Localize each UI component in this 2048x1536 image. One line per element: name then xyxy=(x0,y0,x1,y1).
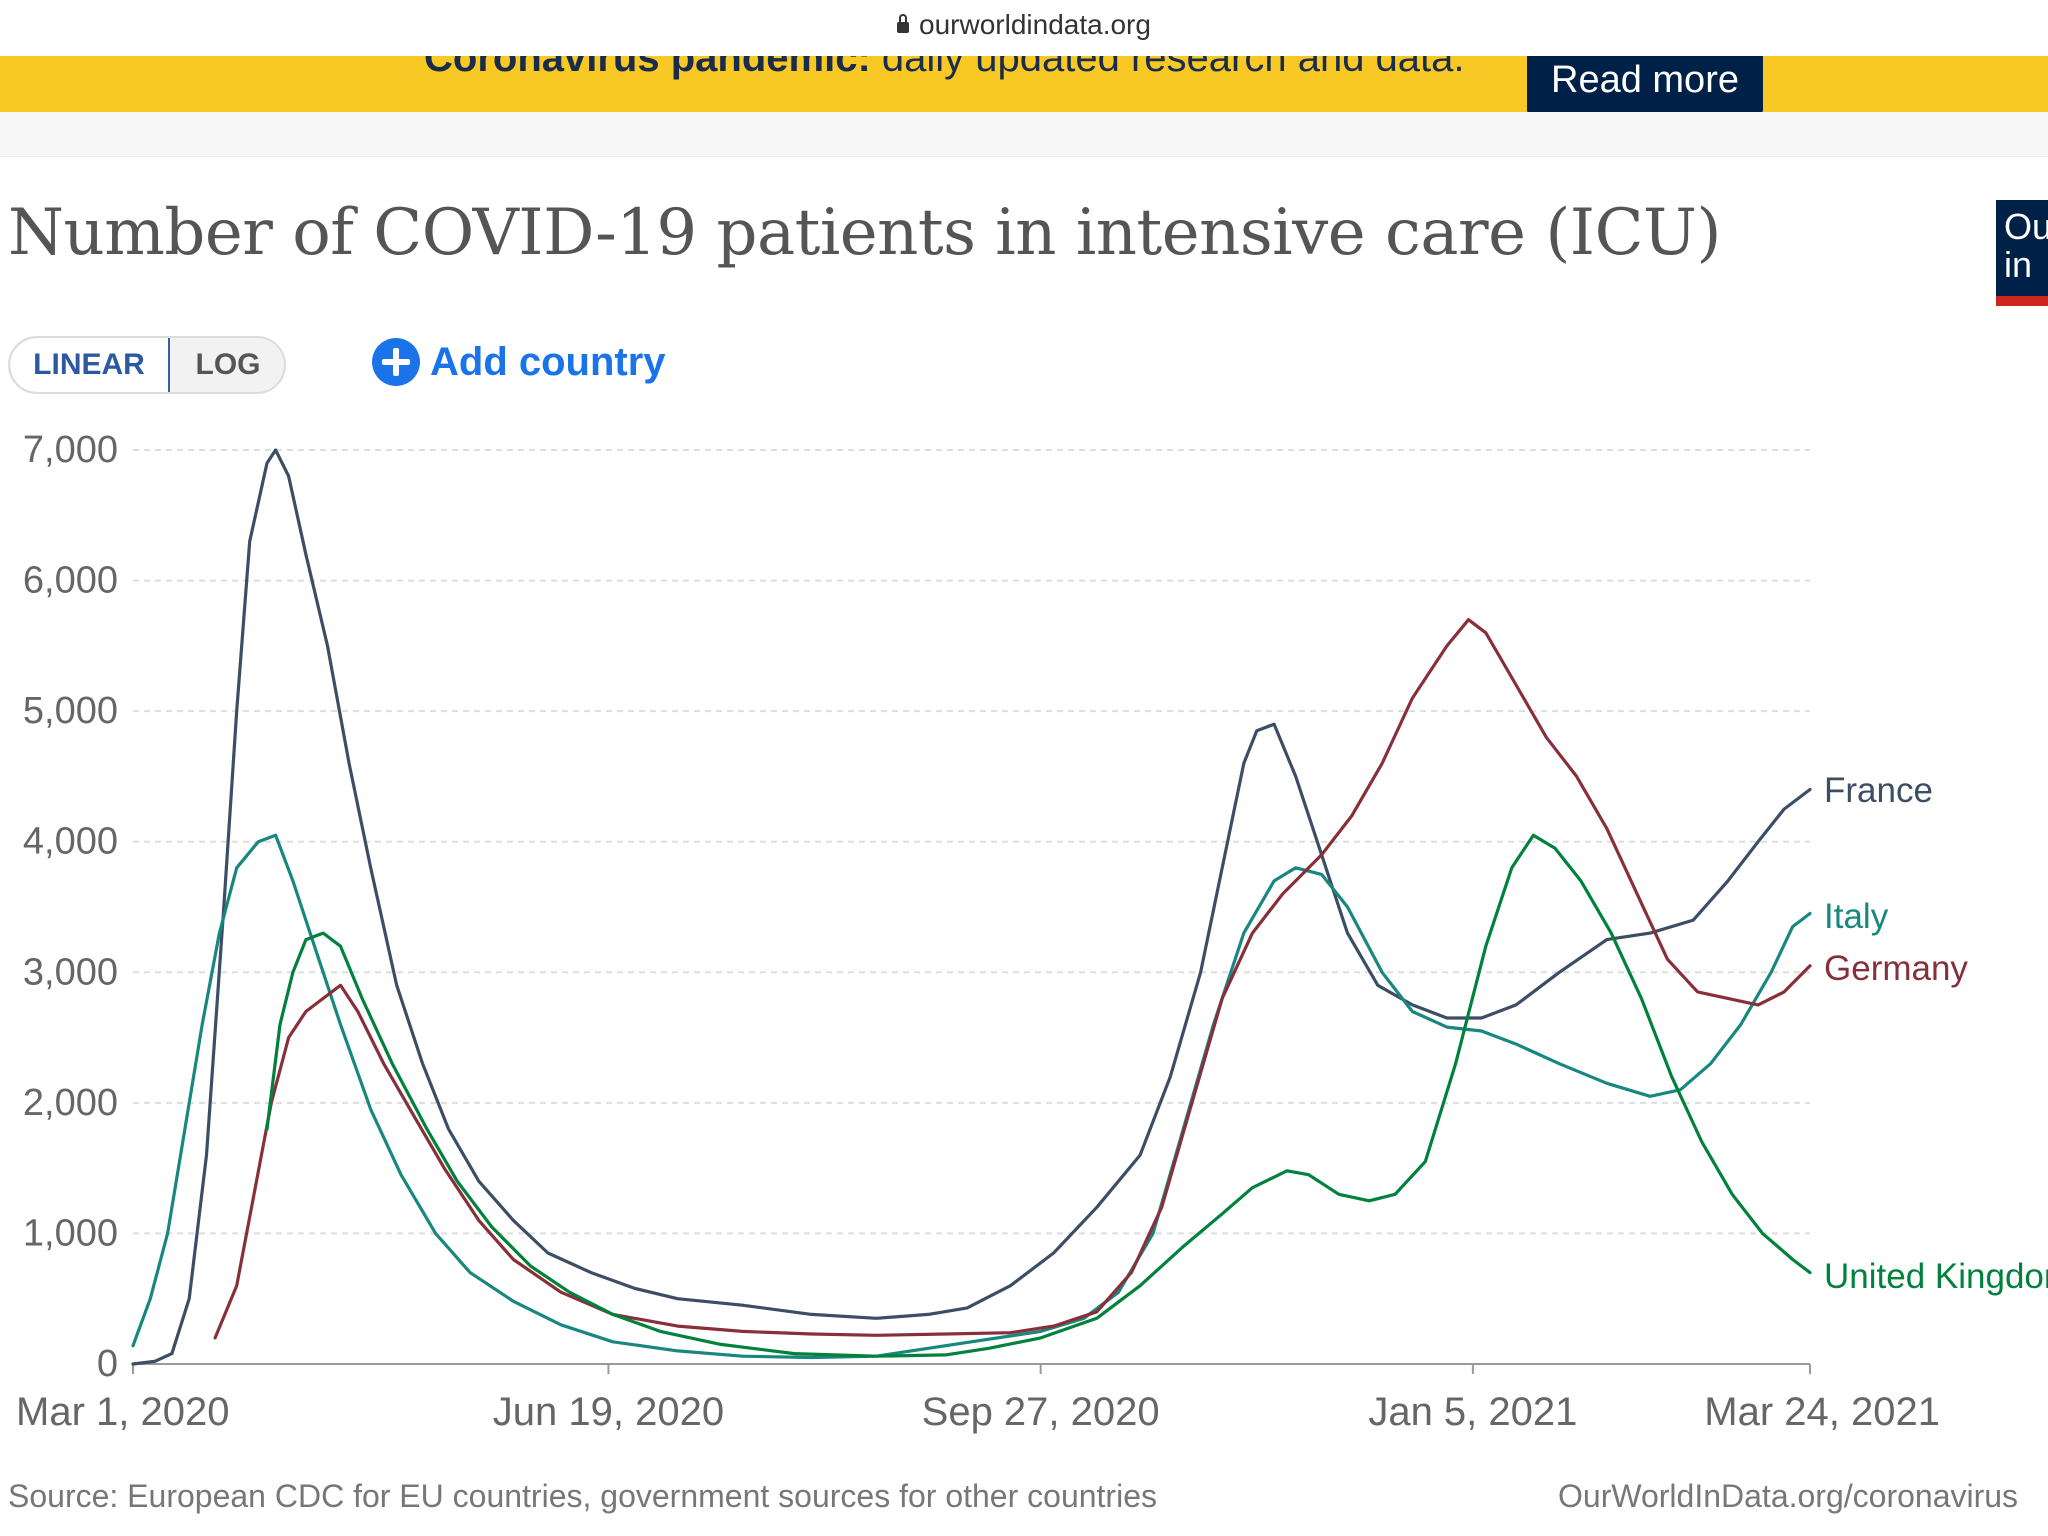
read-more-button[interactable]: Read more xyxy=(1527,56,1763,112)
y-tick-label: 7,000 xyxy=(23,429,118,471)
series-line-italy xyxy=(131,833,1812,1360)
linear-scale-button[interactable]: LINEAR xyxy=(10,338,170,392)
url-text: ourworldindata.org xyxy=(919,9,1151,40)
logo-stripe xyxy=(1996,296,2048,306)
x-axis: Mar 1, 2020 Jun 19, 2020 Sep 27, 2020 Jan 5… xyxy=(16,1363,1940,1434)
chart-title: Number of COVID-19 patients in intensive… xyxy=(8,196,1721,270)
series-line-united-kingdom xyxy=(265,833,1812,1358)
banner-text-bold: Coronavirus pandemic: xyxy=(424,56,871,80)
lock-icon xyxy=(897,14,910,33)
series-label: Germany xyxy=(1824,949,1968,988)
series-labels: France Italy Germany United Kingdom xyxy=(1824,771,2048,1296)
series-label: France xyxy=(1824,771,1933,810)
source-note: Source: European CDC for EU countries, g… xyxy=(8,1478,1157,1514)
series-line-germany xyxy=(213,618,1812,1340)
announcement-banner: Coronavirus pandemic: daily updated rese… xyxy=(0,56,2048,112)
icu-line-chart[interactable]: 0 1,000 2,000 3,000 4,000 5,000 6,000 7,000 Mar… xyxy=(0,420,2048,1440)
y-tick-label: 5,000 xyxy=(23,690,118,732)
y-tick-label: 3,000 xyxy=(23,951,118,993)
browser-address-bar[interactable]: ourworldindata.org xyxy=(0,0,2048,57)
banner-text-rest: daily updated research and data. xyxy=(870,56,1465,80)
logo-text: Ou in xyxy=(2004,208,2048,284)
series-label: United Kingdom xyxy=(1824,1257,2048,1296)
gridlines xyxy=(133,449,1810,1365)
log-scale-button[interactable]: LOG xyxy=(195,348,261,381)
y-tick-label: 1,000 xyxy=(23,1212,118,1254)
x-tick-label: Mar 1, 2020 xyxy=(16,1390,229,1434)
nav-strip xyxy=(0,112,2048,157)
source-link[interactable]: OurWorldInData.org/coronavirus xyxy=(1558,1478,2019,1514)
series-line-france xyxy=(131,448,1812,1366)
x-tick-label: Jun 19, 2020 xyxy=(493,1390,724,1434)
add-country-label: Add country xyxy=(430,339,666,384)
series-label: Italy xyxy=(1824,897,1889,936)
y-tick-label: 2,000 xyxy=(23,1082,118,1124)
logo-text-line2: in xyxy=(2004,244,2033,285)
x-tick-label: Sep 27, 2020 xyxy=(922,1390,1160,1434)
y-axis-tick-labels: 0 1,000 2,000 3,000 4,000 5,000 6,000 7,000 xyxy=(23,429,118,1385)
y-tick-label: 4,000 xyxy=(23,821,118,863)
y-tick-label: 0 xyxy=(97,1343,118,1385)
x-tick-label: Jan 5, 2021 xyxy=(1368,1390,1577,1434)
scale-toggle: LINEAR LOG xyxy=(8,336,286,394)
banner-text: Coronavirus pandemic: daily updated rese… xyxy=(424,56,1465,81)
y-tick-label: 6,000 xyxy=(23,560,118,602)
plus-circle-icon xyxy=(372,338,420,386)
logo-text-line1: Ou xyxy=(2004,206,2048,247)
owid-logo[interactable]: Ou in xyxy=(1996,200,2048,306)
series-lines xyxy=(131,448,1812,1366)
x-tick-label: Mar 24, 2021 xyxy=(1704,1390,1940,1434)
url-display[interactable]: ourworldindata.org xyxy=(0,9,2048,41)
add-country-button[interactable]: Add country xyxy=(372,334,666,390)
